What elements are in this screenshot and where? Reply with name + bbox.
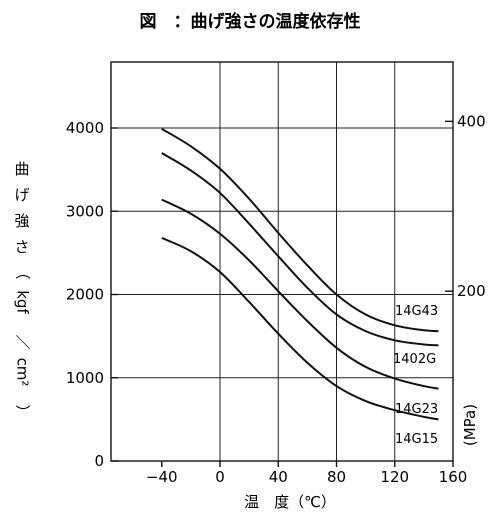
y-axis-label-part: kgf [14,290,32,314]
y2-axis: 200 400 [445,112,486,300]
y2-tick-label: 400 [457,112,486,130]
y-tick-label: 4000 [66,119,104,137]
y-tick-label: 3000 [66,202,104,220]
y-axis-label-part: 曲 [14,160,29,178]
series-line-14g23 [161,198,439,390]
y-axis-label-part: 強 [14,212,29,230]
x-axis-label: 温 度（℃） [244,493,336,511]
x-tick-label: 80 [327,468,346,486]
y-tick-label: 1000 [66,369,104,387]
y2-tick-label: 200 [457,282,486,300]
series-line-14g15 [161,236,439,421]
series-label-14g43: 14G43 [395,304,438,319]
y-axis-label-part: （ [14,264,32,279]
series-label-14g15: 14G15 [395,432,438,447]
x-axis: −40 0 40 80 120 160 [146,461,467,486]
y2-axis-label: (MPa) [461,404,479,446]
series-label-1402g: 1402G [393,352,436,367]
y-tick-label: 2000 [66,286,104,304]
y-axis-label-part: ） [14,404,32,419]
x-tick-label: 0 [215,468,225,486]
y-axis-label-part: さ [14,238,29,256]
chart-title: 図 ：曲げ強さの温度依存性 [140,11,361,32]
x-tick-label: 160 [439,468,468,486]
y-axis-label: 曲げ強さ （ kgf ／ cm² ） [14,160,32,420]
y-axis-label-part: cm² [14,358,32,387]
y-axis-label-part: ／ [14,334,32,349]
x-tick-label: −40 [146,468,178,486]
series-line-14g43 [161,127,439,333]
y-axis: 0 1000 2000 3000 4000 [66,119,118,470]
y-tick-label: 0 [94,452,104,470]
plot-frame [110,61,454,462]
x-tick-label: 120 [380,468,409,486]
series-line-1402g [161,152,439,347]
x-tick-label: 40 [269,468,288,486]
y-axis-label-part: げ [14,186,29,204]
